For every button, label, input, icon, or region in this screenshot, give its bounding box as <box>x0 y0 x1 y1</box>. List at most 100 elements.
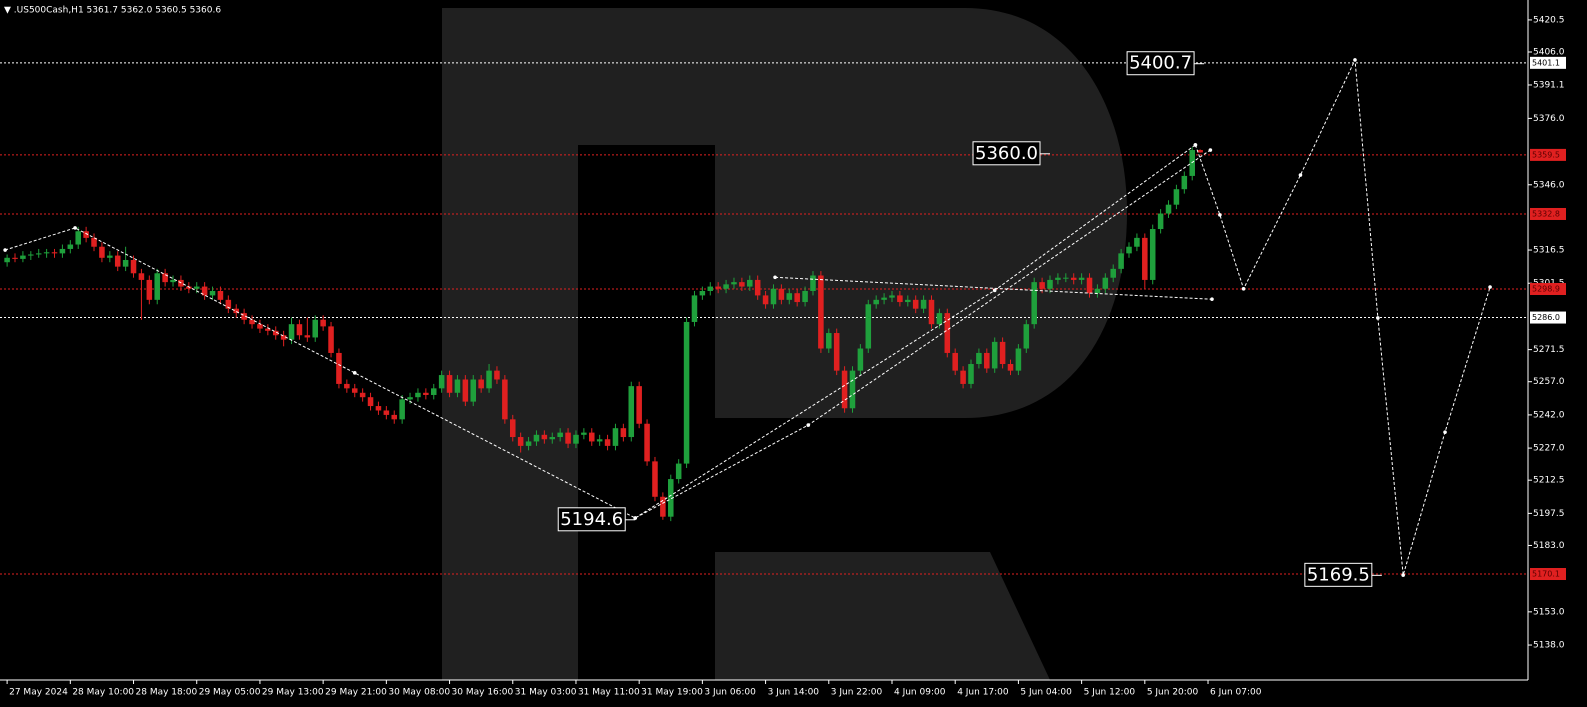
candle-body <box>873 299 879 305</box>
y-tick-label: 5153.0 <box>1533 607 1565 617</box>
chart-title: ▼ .US500Cash,H1 5361.7 5362.0 5360.5 536… <box>4 6 221 16</box>
candle-body <box>897 295 903 303</box>
wave-point <box>3 248 7 252</box>
candle-body <box>984 352 990 369</box>
x-tick-label: 3 Jun 14:00 <box>768 688 820 698</box>
candle-body <box>936 313 943 325</box>
candle-body <box>565 432 571 444</box>
candle-body <box>320 319 326 327</box>
candle-body <box>604 439 611 446</box>
candle-body <box>1023 324 1030 349</box>
candle-body <box>1055 277 1061 280</box>
candle-body <box>494 370 500 380</box>
candle-body <box>170 279 176 283</box>
y-tick-label: 5346.0 <box>1533 180 1565 190</box>
x-tick-label: 5 Jun 20:00 <box>1147 688 1199 698</box>
y-tick-label: 5138.0 <box>1533 641 1565 651</box>
wave-point <box>1443 430 1447 434</box>
candle-body <box>304 335 311 338</box>
candle-body <box>75 231 81 245</box>
x-tick-label: 5 Jun 04:00 <box>1020 688 1072 698</box>
candle-body <box>1039 282 1045 289</box>
candle-body <box>668 479 674 517</box>
candle-body <box>454 379 461 393</box>
candle-body <box>762 295 769 305</box>
annotation-label: 5194.6 <box>560 509 623 530</box>
candle-body <box>399 399 405 420</box>
candle-body <box>786 293 793 300</box>
candle-body <box>691 295 698 322</box>
candle-body <box>351 388 358 393</box>
candle-body <box>1165 204 1172 214</box>
candle-body <box>486 370 492 389</box>
candle-body <box>407 397 413 400</box>
candle-body <box>1047 279 1053 289</box>
candle-body <box>130 260 137 274</box>
candle-body <box>652 461 658 497</box>
candle-body <box>1134 237 1140 247</box>
candle-body <box>249 319 255 325</box>
candle-body <box>581 432 587 435</box>
y-tick-label: 5271.5 <box>1533 345 1565 355</box>
candle-body <box>28 254 34 256</box>
candle-body <box>557 432 563 438</box>
wave-point <box>73 226 77 230</box>
candle-body <box>383 410 390 415</box>
candle-body <box>818 275 824 349</box>
wave-point <box>992 288 997 293</box>
candle-body <box>423 392 429 395</box>
x-tick-label: 4 Jun 17:00 <box>957 688 1009 698</box>
candle-body <box>889 295 895 298</box>
y-tick-label: 5420.5 <box>1533 15 1565 25</box>
annotation-box <box>972 141 1041 166</box>
candle-body <box>509 419 516 438</box>
y-tick-label: 5376.0 <box>1533 114 1565 124</box>
candle-body <box>193 286 200 289</box>
candle-body <box>241 313 247 320</box>
y-tick-label: 5242.0 <box>1533 410 1565 420</box>
candle-body <box>960 370 966 384</box>
y-tick-label: 5183.0 <box>1533 541 1565 551</box>
candle-body <box>541 434 548 440</box>
x-tick-label: 29 May 13:00 <box>262 688 324 698</box>
level-label: 5286.0 <box>1532 313 1560 322</box>
candle-body <box>1181 175 1188 190</box>
candle-body <box>20 255 26 259</box>
candle-body <box>1063 277 1069 279</box>
wave-point <box>1488 285 1492 289</box>
level-label: 5359.5 <box>1532 150 1560 159</box>
candle-body <box>296 324 303 336</box>
candle-body <box>272 330 279 336</box>
x-tick-label: 27 May 2024 <box>9 688 68 698</box>
x-tick-label: 3 Jun 22:00 <box>831 688 883 698</box>
x-tick-label: 3 Jun 06:00 <box>704 688 756 698</box>
y-tick-label: 5212.5 <box>1533 476 1565 486</box>
watermark-stem <box>442 8 578 680</box>
candle-body <box>675 463 682 480</box>
level-label-box <box>1530 207 1566 220</box>
candle-body <box>533 434 540 442</box>
candle-body <box>1031 282 1037 325</box>
candle-body <box>336 352 342 384</box>
candle-body <box>391 414 398 420</box>
wave-point <box>773 275 777 280</box>
candle-body <box>59 248 66 254</box>
x-tick-label: 30 May 16:00 <box>452 688 514 698</box>
candle-body <box>470 379 477 402</box>
candle-body <box>502 379 508 420</box>
candle-body <box>1197 150 1203 153</box>
wave-point <box>1376 316 1380 320</box>
wave-line <box>4 149 1211 519</box>
candle-body <box>162 273 168 283</box>
candle-body <box>794 293 800 303</box>
candle-body <box>549 437 556 440</box>
candle-body <box>731 282 737 285</box>
candle-body <box>91 237 97 247</box>
wave-point <box>1401 573 1405 577</box>
x-tick-label: 4 Jun 09:00 <box>894 688 946 698</box>
x-tick-label: 31 May 11:00 <box>578 688 640 698</box>
candle-body <box>1070 277 1077 280</box>
watermark-bowl <box>578 8 1127 418</box>
